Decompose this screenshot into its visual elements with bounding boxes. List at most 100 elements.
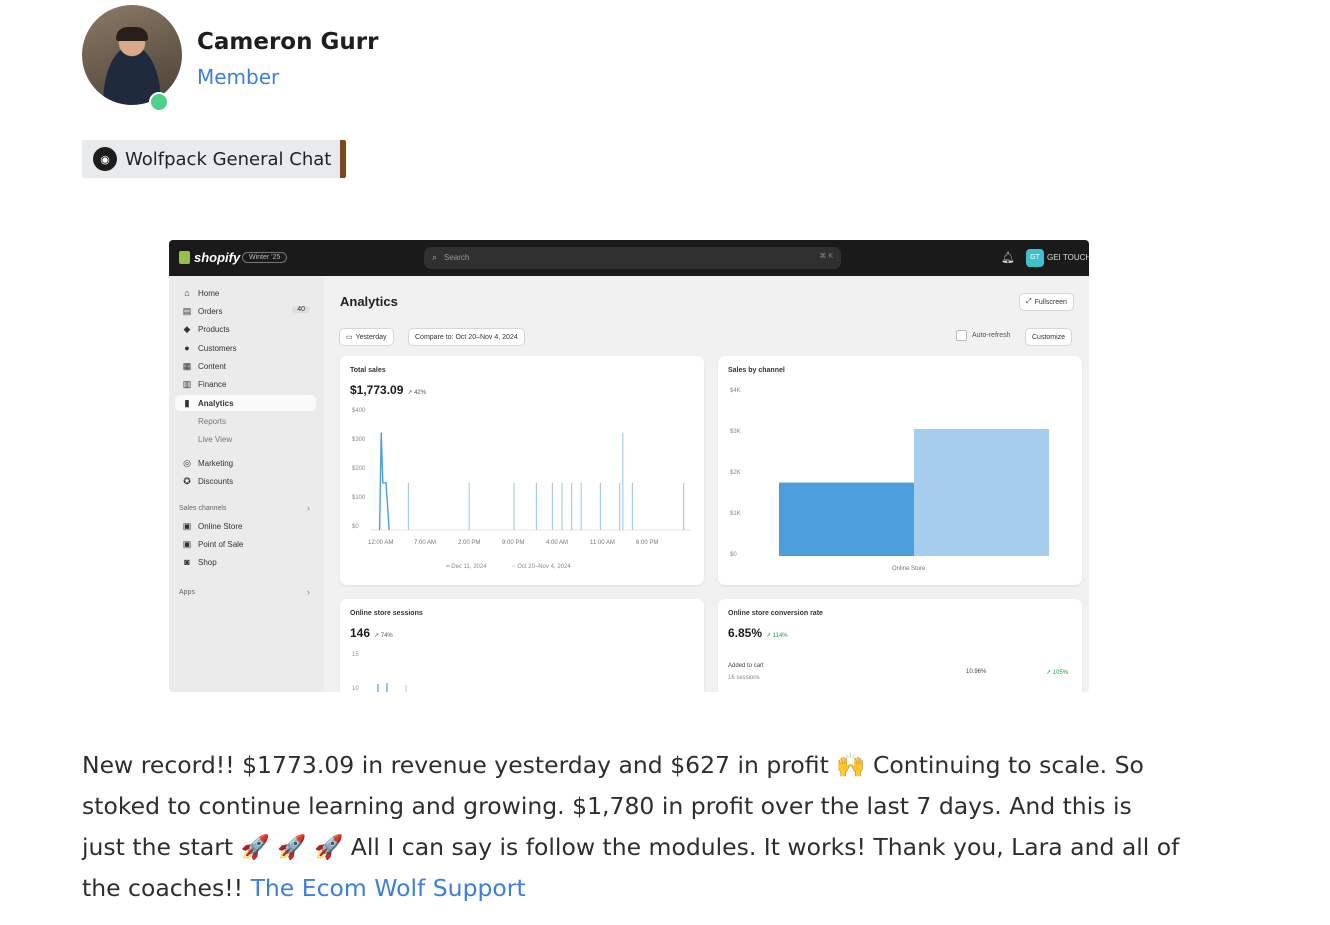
fullscreen-button[interactable]: ⤢ Fullscreen [1019, 293, 1074, 311]
sidebar-item-label: Orders [198, 306, 223, 316]
y-tick: 10 [352, 686, 359, 692]
y-tick: $4K [730, 388, 741, 394]
search-icon: ⌕ [432, 252, 438, 262]
sales-channels-header[interactable]: Sales channels › [175, 500, 316, 516]
x-tick: 9:00 PM [502, 540, 525, 546]
sidebar-item-marketing[interactable]: ◎ Marketing [175, 455, 316, 471]
sidebar-item-label: Live View [198, 434, 233, 444]
x-tick: 12:00 AM [368, 540, 394, 546]
sessions-chart [377, 683, 407, 692]
post-text: New record!! $1773.09 in revenue yesterd… [82, 751, 1180, 902]
date-filter-button[interactable]: ▭ Yesterday [339, 328, 394, 346]
channel-label: Wolfpack General Chat [125, 148, 332, 170]
delta-badge: ↗ 114% [766, 633, 788, 639]
card-title: Sales by channel [728, 367, 785, 374]
expand-icon: ⤢ [1026, 298, 1032, 305]
sidebar-item-finance[interactable]: ▥ Finance [175, 376, 316, 392]
sidebar-item-products[interactable]: ◆ Products [175, 321, 316, 337]
sidebar-item-analytics[interactable]: ▮ Analytics [175, 395, 316, 411]
analytics-main: Analytics ⤢ Fullscreen ▭ Yesterday Compare… [324, 276, 1089, 692]
bank-icon: ▥ [182, 378, 192, 389]
discount-icon: ✪ [183, 475, 191, 486]
conversion-rate-card[interactable]: Online store conversion rate 6.85% ↗ 114%… [718, 599, 1082, 692]
shopify-bag-icon [179, 251, 190, 264]
delta-badge: ↗ 74% [374, 633, 393, 639]
avatar[interactable] [82, 5, 182, 105]
sidebar-item-shop[interactable]: ◙ Shop [175, 554, 316, 570]
card-value: 146 ↗ 74% [350, 626, 393, 640]
author-name[interactable]: Cameron Gurr [197, 29, 379, 55]
sidebar-item-discounts[interactable]: ✪ Discounts [175, 473, 316, 489]
y-tick: $300 [352, 437, 366, 443]
legend-item: ┅ Oct 20–Nov 4, 2024 [512, 564, 571, 570]
y-tick: $0 [730, 552, 737, 558]
sessions-card[interactable]: Online store sessions 146 ↗ 74% 15 10 [340, 599, 704, 692]
checkbox[interactable] [956, 330, 967, 341]
sidebar-item-label: Home [198, 288, 220, 298]
sidebar-item-label: Content [198, 361, 227, 371]
y-tick: $100 [352, 495, 366, 501]
sales-by-channel-card[interactable]: Sales by channel $4K $3K $2K $1K $0 Onli… [718, 356, 1082, 585]
search-input[interactable]: ⌕ Search ⌘ K [424, 247, 841, 269]
sidebar-item-label: Customers [198, 343, 237, 353]
sidebar-item-point-of-sale[interactable]: ▣ Point of Sale [175, 536, 316, 552]
chevron-right-icon: › [307, 587, 310, 597]
customize-button[interactable]: Customize [1025, 328, 1073, 346]
legend-label: Dec 11, 2024 [451, 564, 487, 570]
store-icon: ▣ [182, 520, 192, 531]
bell-icon[interactable]: 🔔︎ [1001, 252, 1015, 264]
sidebar-item-label: Point of Sale [198, 539, 244, 549]
x-tick: 4:00 AM [546, 540, 569, 546]
y-tick: $200 [352, 466, 366, 472]
tag-icon: ◆ [183, 323, 191, 334]
sidebar-item-label: Shop [198, 557, 217, 567]
section-label: Apps [179, 588, 195, 596]
sidebar-item-label: Products [198, 324, 230, 334]
sidebar-item-content[interactable]: ▦ Content [175, 358, 316, 374]
online-status-dot [149, 92, 169, 112]
date-filter-label: Yesterday [355, 333, 387, 341]
total-sales-card[interactable]: Total sales $1,773.09 ↗ 42% $400 $300 $20… [340, 356, 704, 585]
x-tick: Online Store [892, 566, 926, 572]
sidebar-item-reports[interactable]: Reports [175, 413, 316, 429]
channel-tag[interactable]: ◉ Wolfpack General Chat [82, 140, 346, 178]
y-tick: $1K [730, 511, 741, 517]
compare-filter-button[interactable]: Compare to: Oct 20–Nov 4, 2024 [408, 328, 525, 346]
shop-icon: ◙ [184, 557, 190, 567]
sidebar-item-home[interactable]: ⌂ Home [175, 285, 316, 301]
y-tick: $400 [352, 408, 366, 414]
calendar-icon: ▭ [346, 334, 353, 341]
shopify-topbar: shopify Winter '25 ⌕ Search ⌘ K 🔔︎ GT GE… [169, 240, 1089, 276]
sidebar-item-label: Online Store [198, 521, 243, 531]
funnel-row-label: Added to cart [728, 663, 764, 669]
funnel-row-sub: 16 sessions [728, 675, 760, 681]
edition-badge: Winter '25 [242, 252, 288, 263]
store-avatar[interactable]: GT [1026, 249, 1044, 267]
sidebar-item-customers[interactable]: ● Customers [175, 340, 316, 356]
y-tick: $0 [352, 524, 359, 530]
primary-series-line [378, 432, 390, 531]
sidebar-item-online-store[interactable]: ▣ Online Store [175, 518, 316, 534]
auto-refresh-toggle[interactable]: Auto-refresh [956, 330, 1011, 341]
home-icon: ⌂ [184, 288, 190, 298]
compare-filter-label: Compare to: Oct 20–Nov 4, 2024 [415, 333, 518, 341]
wolf-logo-icon: ◉ [93, 147, 117, 171]
total-sales-value: $1,773.09 [350, 383, 404, 397]
delta-badge: ↗ 42% [407, 390, 427, 396]
bar-chart-icon: ▮ [184, 397, 190, 408]
attached-screenshot[interactable]: shopify Winter '25 ⌕ Search ⌘ K 🔔︎ GT GE… [169, 240, 1089, 692]
apps-header[interactable]: Apps › [175, 584, 316, 600]
section-label: Sales channels [179, 504, 227, 512]
sidebar-item-orders[interactable]: ▤ Orders 40 [175, 303, 316, 319]
shopify-logo-text: shopify [194, 250, 241, 265]
sidebar-item-live-view[interactable]: Live View [175, 431, 316, 447]
sessions-value: 146 [350, 626, 371, 640]
legend-item: ━ Dec 11, 2024 [446, 564, 487, 570]
total-sales-chart [370, 432, 690, 531]
bar-comparison [914, 428, 1049, 556]
store-name[interactable]: GEI TOUCH [1047, 253, 1089, 262]
card-value: 6.85% ↗ 114% [728, 626, 788, 640]
x-tick: 2:00 PM [458, 540, 481, 546]
mention-link[interactable]: The Ecom Wolf Support [250, 874, 526, 902]
content-icon: ▦ [182, 360, 192, 371]
